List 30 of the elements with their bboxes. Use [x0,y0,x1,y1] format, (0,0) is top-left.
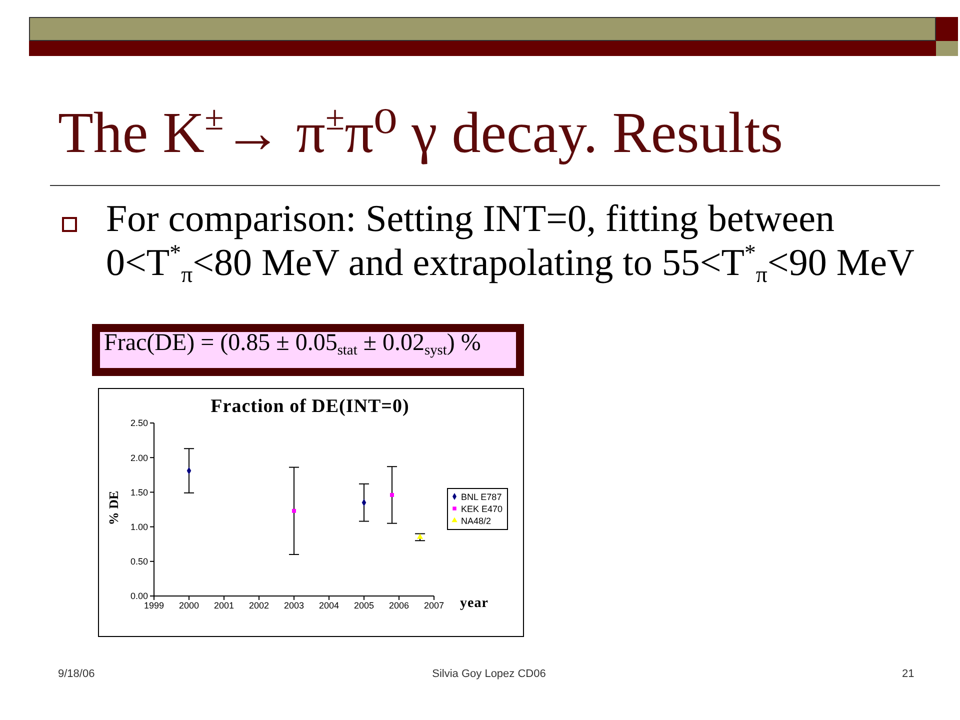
chart-subtitle: Fraction of DE(INT=0) [210,396,410,418]
x-tick-label: 2004 [318,600,340,610]
legend-label: KEK E470 [461,502,503,514]
x-tick-label: 2001 [214,600,234,610]
x-tick-label: 2002 [248,600,270,610]
y-tick-label: 0.50 [130,556,148,567]
point [416,534,424,539]
x-tick-label: 2007 [424,600,444,610]
y-tick-label: 2.50 [130,418,148,428]
y-tick-label: 0.00 [130,591,148,602]
text: 21 [902,668,914,680]
x-tick-label: 2006 [388,600,410,610]
x-tick-label: 2005 [354,600,374,610]
x-tick-label: 2003 [284,600,304,610]
text: Silvia Goy Lopez CD06 [431,668,547,680]
text: For comparison: Setting INT=0, fitting between 0<T$^{*}$$_{π}$<80 MeV and extrapolating to 55<T$^{*}$$_{π}$<90 MeV [106,197,916,287]
y-axis-title: % DE [106,490,122,525]
chart-title: The K$^{±}$→ π$^{±}$π⁰ γ decay. Results [58,97,784,167]
legend-label: NA48/2 [461,514,492,526]
y-tick-label: 2.00 [130,452,148,463]
point [292,508,296,513]
x-tick-label: 1999 [144,600,164,610]
x-axis-title: year [460,596,488,612]
point [390,492,394,497]
y-tick-label: 1.00 [130,522,148,532]
x-tick-label: 2000 [178,600,200,610]
text: Frac(DE) = (0.85 ± 0.05$_{stat}$ ± 0.02$_{syst}$) % [104,330,481,358]
text: 9/18/06 [58,668,95,680]
legend-label: BNL E787 [461,490,502,502]
y-tick-label: 1.50 [130,487,148,498]
